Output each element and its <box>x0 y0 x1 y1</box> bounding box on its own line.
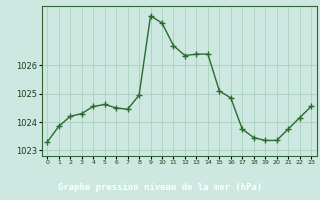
Text: Graphe pression niveau de la mer (hPa): Graphe pression niveau de la mer (hPa) <box>58 183 262 192</box>
